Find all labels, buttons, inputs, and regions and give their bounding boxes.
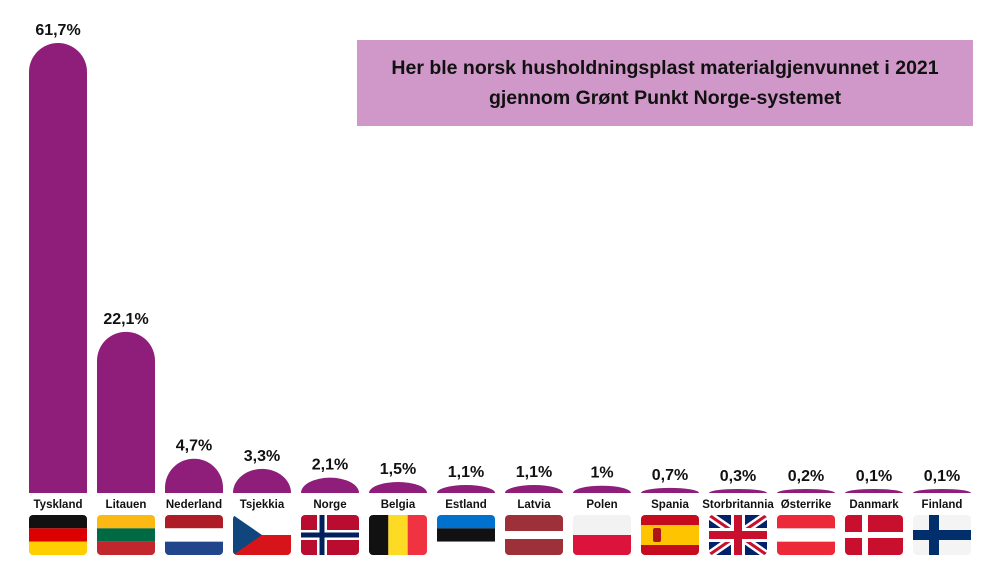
bar-finland xyxy=(913,489,971,493)
bar-latvia xyxy=(505,484,563,493)
netherlands-flag xyxy=(165,515,223,555)
austria-flag xyxy=(777,515,835,555)
value-label: 0,1% xyxy=(856,468,892,485)
latvia-flag xyxy=(505,515,563,555)
category-label: Estland xyxy=(445,499,487,511)
bar-estland xyxy=(437,484,495,493)
poland-flag xyxy=(573,515,631,555)
bar-spania xyxy=(641,487,699,493)
category-label: Nederland xyxy=(166,499,222,511)
value-label: 0,2% xyxy=(788,468,824,485)
belgium-flag xyxy=(369,515,427,555)
spain-flag xyxy=(641,515,699,555)
chart-title: Her ble norsk husholdningsplast material… xyxy=(391,57,939,109)
value-label: 4,7% xyxy=(176,438,212,455)
category-label: Polen xyxy=(586,499,617,511)
category-label: Latvia xyxy=(517,499,551,511)
bar-storbritannia xyxy=(709,489,767,493)
bar-tsjekkia xyxy=(233,468,291,493)
bar-polen xyxy=(573,485,631,493)
value-label: 22,1% xyxy=(103,311,148,328)
value-label: 61,7% xyxy=(35,22,80,39)
category-label: Østerrike xyxy=(781,499,832,511)
category-label: Storbritannia xyxy=(702,499,774,511)
category-label: Finland xyxy=(922,499,963,511)
bar-belgia xyxy=(369,482,427,493)
chart-title-box: Her ble norsk husholdningsplast material… xyxy=(357,40,973,126)
value-label: 1% xyxy=(590,465,613,482)
category-label: Litauen xyxy=(106,499,147,511)
lithuania-flag xyxy=(97,515,155,555)
category-label: Spania xyxy=(651,499,689,511)
uk-flag xyxy=(709,515,767,555)
denmark-flag xyxy=(845,515,903,555)
estonia-flag xyxy=(437,515,495,555)
czech-flag xyxy=(233,515,291,555)
bar-tyskland xyxy=(29,43,87,493)
norway-flag xyxy=(301,515,359,555)
category-label: Tsjekkia xyxy=(240,499,285,511)
bar-østerrike xyxy=(777,489,835,493)
value-label: 3,3% xyxy=(244,448,280,465)
value-label: 1,1% xyxy=(516,464,552,481)
value-label: 0,3% xyxy=(720,468,756,485)
value-label: 0,1% xyxy=(924,468,960,485)
category-label: Tyskland xyxy=(34,499,83,511)
category-label: Belgia xyxy=(381,499,416,511)
value-label: 1,5% xyxy=(380,461,416,478)
bar-norge xyxy=(301,477,359,493)
value-label: 0,7% xyxy=(652,467,688,484)
category-label: Danmark xyxy=(849,499,899,511)
category-label: Norge xyxy=(313,499,346,511)
finland-flag xyxy=(913,515,971,555)
bar-litauen xyxy=(97,331,155,493)
bar-nederland xyxy=(165,458,223,493)
value-label: 1,1% xyxy=(448,464,484,481)
value-label: 2,1% xyxy=(312,457,348,474)
bar-danmark xyxy=(845,489,903,493)
germany-flag xyxy=(29,515,87,555)
